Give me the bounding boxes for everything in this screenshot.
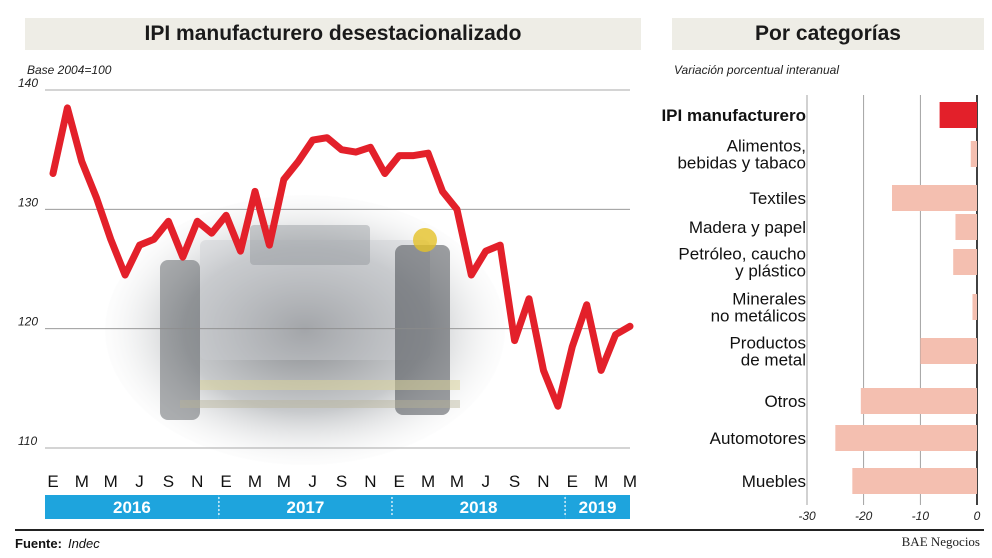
line-xtick-label: M — [104, 472, 118, 491]
bar-category — [835, 425, 977, 451]
source-label: Fuente: — [15, 536, 62, 551]
year-label: 2016 — [113, 498, 151, 517]
line-xtick-label: M — [421, 472, 435, 491]
year-label: 2017 — [287, 498, 325, 517]
line-ytick-label: 110 — [18, 434, 37, 448]
line-ytick-label: 140 — [18, 76, 38, 90]
line-xtick-label: J — [482, 472, 491, 491]
bar-xtick-label: -20 — [855, 509, 873, 523]
bar-chart-title: Por categorías — [672, 18, 984, 50]
line-xtick-label: M — [248, 472, 262, 491]
line-xtick-label: M — [450, 472, 464, 491]
line-xtick-label: N — [537, 472, 549, 491]
year-band — [45, 495, 219, 519]
bar-xtick-label: -30 — [798, 509, 816, 523]
year-band — [565, 495, 630, 519]
bar-category-label: Muebles — [742, 472, 806, 491]
line-xtick-label: M — [75, 472, 89, 491]
line-xtick-label: M — [277, 472, 291, 491]
bar-category — [920, 338, 977, 364]
bar-category-label: y plástico — [735, 262, 806, 281]
line-xtick-label: J — [308, 472, 317, 491]
line-series-ipi — [49, 104, 634, 410]
bar-category — [972, 294, 977, 320]
line-ytick-label: 130 — [18, 195, 38, 209]
bar-category-label: no metálicos — [711, 307, 806, 326]
line-xtick-label: E — [47, 472, 58, 491]
bar-category-label: Otros — [764, 392, 806, 411]
bar-category-label: bebidas y tabaco — [677, 154, 806, 173]
bar-chart-subtitle: Variación porcentual interanual — [674, 63, 839, 77]
bar-category-label: de metal — [741, 351, 806, 370]
publisher-credit: BAE Negocios — [901, 534, 980, 549]
factory-photo — [105, 195, 505, 465]
line-xtick-label: S — [163, 472, 174, 491]
bar-xtick-label: -10 — [912, 509, 930, 523]
line-chart-title: IPI manufacturero desestacionalizado — [25, 18, 641, 50]
line-chart-subtitle: Base 2004=100 — [27, 63, 112, 77]
line-xtick-label: S — [336, 472, 347, 491]
line-xtick-label: M — [594, 472, 608, 491]
bar-category — [852, 468, 977, 494]
bar-xtick-label: 0 — [974, 509, 981, 523]
bar-category-label: Petróleo, caucho — [678, 245, 806, 264]
bar-highlight — [939, 102, 977, 128]
footer-rule — [15, 529, 984, 531]
bar-category — [955, 214, 977, 240]
bar-category-label: Textiles — [749, 189, 806, 208]
line-xtick-label: M — [623, 472, 637, 491]
line-xtick-label: E — [220, 472, 231, 491]
bar-category-label: IPI manufacturero — [661, 106, 806, 125]
bar-category — [953, 249, 977, 275]
year-band — [218, 495, 392, 519]
source-value: Indec — [67, 536, 100, 551]
year-label: 2018 — [460, 498, 498, 517]
line-xtick-label: N — [191, 472, 203, 491]
bar-category-label: Madera y papel — [689, 218, 806, 237]
bar-category — [860, 388, 977, 414]
line-xtick-label: N — [364, 472, 376, 491]
line-xtick-label: J — [135, 472, 144, 491]
source-note: Fuente: Indec — [15, 536, 100, 551]
bar-category-label: Automotores — [710, 429, 806, 448]
bar-category-label: Alimentos, — [727, 137, 806, 156]
line-ytick-label: 120 — [18, 315, 38, 329]
line-xtick-label: E — [567, 472, 578, 491]
bar-category-label: Productos — [729, 334, 806, 353]
line-xtick-label: E — [394, 472, 405, 491]
line-xtick-label: S — [509, 472, 520, 491]
year-band — [391, 495, 566, 519]
bar-category-label: Minerales — [732, 290, 806, 309]
bar-category — [970, 141, 977, 167]
year-label: 2019 — [579, 498, 617, 517]
bar-category — [892, 185, 977, 211]
